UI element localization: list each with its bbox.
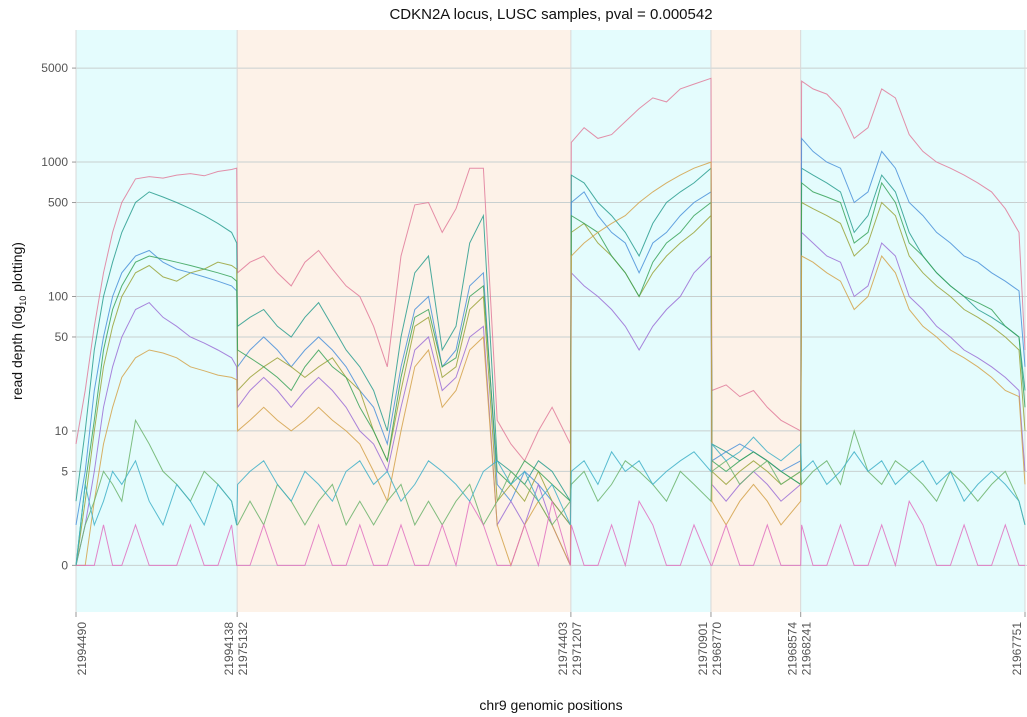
regions [76,30,1025,612]
y-axis-title-part: read depth (log [9,306,25,400]
x-tick-label: 21974403 [556,622,570,676]
region [570,30,711,612]
x-tick-label: 21967751 [1010,622,1024,676]
lines [75,77,1026,568]
series-line [75,181,1026,566]
region [76,30,238,612]
y-tick-label: 5 [61,464,68,478]
chart-title: CDKN2A locus, LUSC samples, pval = 0.000… [389,6,712,23]
y-axis-title-part: plotting) [9,242,25,296]
x-tick-label: 21975132 [236,622,250,676]
y-tick-label: 0 [61,558,68,572]
region [710,30,801,612]
y-tick-label: 10 [55,424,69,438]
y-axis-title-sub: 10 [18,296,28,306]
series-line [75,201,1026,566]
region [800,30,1025,612]
x-axis-title: chr9 genomic positions [479,697,622,713]
series-line [75,167,1026,503]
x-tick-label: 21994138 [222,622,236,676]
series-line [76,499,1025,568]
y-tick-label: 5000 [41,61,68,75]
x-tick-label: 21994490 [75,622,89,676]
x-tick-label: 21968241 [800,622,814,676]
x-tick-label: 21970901 [696,622,710,676]
y-tick-label: 50 [55,330,69,344]
y-tick-label: 1000 [41,155,68,169]
series-line [75,231,1026,566]
y-tick-label: 100 [48,289,68,303]
y-axis-title: read depth (log10 plotting) [9,242,28,400]
y-tick-label: 500 [48,196,68,210]
x-tick-label: 21971207 [570,622,584,676]
series-line [75,436,1026,566]
x-tick-label: 21968770 [710,622,724,676]
x-tick-label: 21968574 [786,622,800,676]
series-line [75,77,1026,462]
